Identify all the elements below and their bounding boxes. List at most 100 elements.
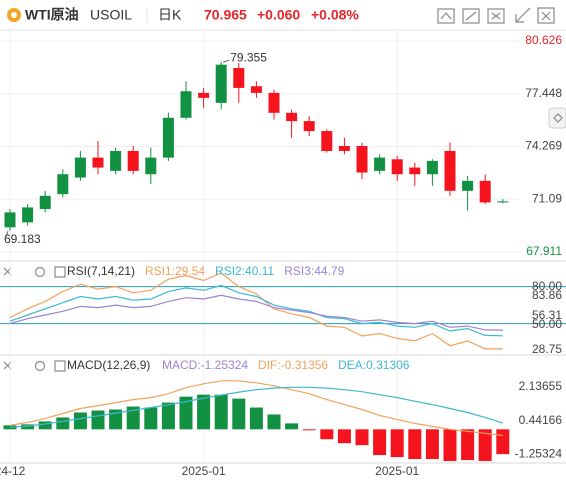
candle-body — [409, 167, 421, 175]
macd-bar — [109, 409, 123, 430]
candle-body — [92, 157, 104, 168]
price-change-pct: +0.08% — [311, 7, 359, 23]
y-tick-label: 2.13655 — [519, 379, 563, 393]
macd-bar — [408, 429, 422, 460]
macd-bar — [267, 414, 281, 430]
price-change: +0.060 — [257, 7, 300, 23]
macd-bar — [443, 429, 457, 462]
candle-body — [497, 201, 509, 203]
macd-bar — [461, 429, 475, 461]
min-pointer — [5, 230, 9, 238]
macd-bar — [161, 402, 175, 430]
candle-body — [57, 174, 69, 195]
macd-title: MACD(12,26,9) — [67, 358, 150, 372]
macd-line — [9, 386, 503, 428]
min-label: 69.183 — [4, 232, 41, 246]
period[interactable]: 日K — [158, 7, 182, 23]
candle-body — [374, 157, 386, 171]
candle-body — [250, 86, 262, 93]
legend-entry: MACD:-1.25324 — [162, 358, 248, 372]
macd-bar — [285, 423, 299, 430]
last-price: 70.965 — [204, 7, 247, 23]
candle-body — [198, 92, 210, 98]
candle-body — [4, 212, 16, 228]
y-tick-label: 67.911 — [526, 244, 562, 258]
candle-body — [356, 145, 368, 173]
macd-bar — [91, 410, 105, 430]
macd-bar — [21, 424, 35, 430]
rsi-title: RSI(7,14,21) — [67, 264, 135, 278]
max-label: 79.355 — [230, 50, 267, 64]
max-pointer — [223, 59, 230, 63]
macd-bar — [337, 429, 351, 444]
macd-bar — [232, 398, 246, 430]
candle-body — [110, 150, 122, 171]
macd-bar — [214, 394, 228, 430]
y-tick-label: 77.448 — [525, 86, 562, 100]
y-tick-label: 50.00 — [532, 317, 562, 331]
candle-body — [321, 131, 333, 151]
candle-body — [39, 195, 51, 210]
macd-bar — [373, 429, 387, 456]
indicator-settings[interactable] — [34, 360, 46, 372]
candle-body — [180, 91, 192, 118]
side-toggle-icon — [553, 113, 563, 123]
macd-bar — [179, 396, 193, 430]
side-toggle[interactable] — [548, 107, 566, 129]
legend-entry: DIF:-0.31356 — [258, 358, 328, 372]
candle-body — [286, 112, 298, 122]
macd-bar — [249, 407, 263, 430]
macd-bar — [73, 412, 87, 430]
y-tick-label: 80.00 — [532, 279, 562, 293]
macd-bar — [197, 394, 211, 430]
candle-body — [391, 159, 403, 175]
rsi-line — [9, 284, 503, 337]
indicator-settings[interactable] — [34, 266, 46, 278]
y-tick-label: 83.86 — [532, 288, 562, 302]
macd-bar — [302, 429, 316, 431]
tool-button[interactable] — [437, 8, 455, 24]
macd-bar — [3, 425, 17, 430]
macd-bar — [390, 429, 404, 458]
candle-body — [162, 117, 174, 158]
indicator-toggle[interactable] — [54, 266, 66, 278]
candle-body — [479, 180, 491, 203]
symbol-code: USOIL — [90, 7, 132, 23]
candle-body — [268, 92, 280, 113]
macd-bar — [320, 429, 334, 440]
y-tick-label: 74.269 — [525, 139, 562, 153]
y-tick-label: 0.44166 — [519, 413, 563, 427]
close-button[interactable] — [537, 7, 555, 24]
rsi-line — [9, 294, 503, 331]
macd-bar — [144, 407, 158, 430]
x-tick-label: 2025-01 — [182, 464, 226, 478]
y-tick-label: 80.626 — [525, 33, 562, 47]
candle-body — [233, 68, 245, 88]
macd-line — [9, 380, 503, 437]
legend-entry: RSI3:44.79 — [284, 264, 344, 278]
macd-bar — [56, 417, 70, 430]
candle-body — [462, 180, 474, 191]
candle-body — [22, 207, 34, 223]
tool-button[interactable] — [462, 8, 480, 24]
candle-body — [215, 64, 227, 103]
macd-bar — [126, 406, 140, 430]
candle-body — [127, 150, 139, 171]
tool-button[interactable] — [515, 7, 531, 23]
legend-entry: RSI2:40.11 — [215, 264, 274, 278]
y-tick-label: -1.25324 — [515, 446, 563, 460]
y-tick-label: 56.31 — [532, 308, 562, 322]
tool-button[interactable] — [487, 8, 505, 24]
legend-entry: DEA:0.31306 — [338, 358, 410, 372]
rsi-line — [9, 272, 503, 350]
candle-body — [444, 150, 456, 191]
x-tick-label: 2025-01 — [375, 464, 419, 478]
macd-bar — [478, 429, 492, 462]
y-tick-label: 28.75 — [532, 342, 562, 356]
candle-body — [426, 160, 438, 175]
macd-bar — [38, 421, 52, 430]
symbol-name[interactable]: WTI原油 — [25, 7, 79, 23]
candle-body — [303, 121, 315, 132]
indicator-toggle[interactable] — [54, 360, 66, 372]
